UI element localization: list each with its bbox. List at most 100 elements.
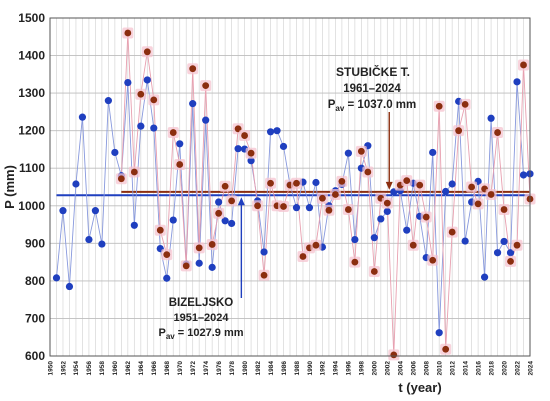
- stubicke-point: [241, 132, 248, 139]
- bizeljsko-point: [169, 216, 177, 224]
- stubicke-point: [195, 244, 203, 252]
- stubicke-point: [435, 102, 443, 110]
- x-tick-label: 1982: [255, 361, 262, 376]
- stubicke-point: [332, 191, 339, 198]
- bizeljsko-point: [52, 274, 61, 282]
- x-tick-label: 1998: [359, 361, 366, 376]
- stubicke-point: [390, 351, 398, 359]
- x-tick-label: 1990: [307, 361, 314, 376]
- x-tick-label: 1956: [86, 361, 93, 376]
- stubicke-point: [383, 199, 391, 207]
- stubicke-mean-label: Pav = 1037.0 mm: [328, 99, 417, 113]
- bizeljsko-point: [429, 148, 437, 157]
- x-tick-label: 1980: [242, 361, 249, 376]
- stubicke-point: [221, 182, 229, 190]
- stubicke-point: [312, 241, 320, 249]
- bizeljsko-point: [189, 100, 197, 108]
- x-tick-label: 1954: [73, 361, 80, 376]
- bizeljsko-point: [506, 249, 515, 257]
- stubicke-point: [487, 191, 495, 198]
- bizeljsko-point: [137, 122, 145, 130]
- x-tick-label: 2008: [424, 361, 431, 376]
- x-tick-label: 1960: [112, 361, 119, 376]
- x-tick-label: 1986: [281, 361, 288, 376]
- bizeljsko-point: [500, 237, 508, 246]
- y-tick-label: 1100: [19, 161, 45, 175]
- stubicke-point: [117, 175, 125, 183]
- stubicke-point: [163, 251, 171, 258]
- bizeljsko-point: [377, 215, 385, 223]
- y-tick-label: 1200: [18, 124, 45, 138]
- stubicke-arrowhead: [385, 181, 393, 190]
- x-tick-label: 1970: [177, 361, 184, 376]
- stubicke-point: [208, 241, 216, 248]
- bizeljsko-point: [124, 78, 132, 87]
- stubicke-point: [468, 183, 476, 191]
- bizeljsko-point: [448, 180, 456, 188]
- x-tick-label: 1976: [216, 361, 223, 376]
- bizeljsko-point: [202, 116, 210, 124]
- bizeljsko-point: [273, 127, 281, 135]
- x-tick-label: 1974: [203, 361, 210, 376]
- stubicke-point: [325, 206, 333, 214]
- bizeljsko-point: [98, 240, 106, 248]
- annotations: STUBIČKE T. 1961–2024 Pav = 1037.0 mm BI…: [158, 64, 416, 341]
- stubicke-point: [280, 203, 287, 210]
- x-tick-label: 1988: [294, 361, 301, 376]
- x-tick-label: 1972: [190, 361, 197, 376]
- stubicke-point: [507, 257, 514, 265]
- x-tick-label: 2014: [462, 361, 469, 376]
- stubicke-point: [370, 268, 378, 275]
- bizeljsko-point: [234, 145, 242, 153]
- x-tick-label: 2010: [436, 361, 443, 376]
- stubicke-point: [461, 100, 469, 108]
- stubicke-point: [137, 90, 145, 98]
- x-tick-label: 1968: [164, 361, 171, 376]
- bizeljsko-point: [215, 198, 223, 206]
- stubicke-point: [143, 48, 151, 56]
- bizeljsko-point: [292, 204, 301, 212]
- stubicke-point: [357, 147, 365, 155]
- stubicke-station-label: STUBIČKE T.: [336, 64, 410, 79]
- bizeljsko-point: [150, 124, 158, 132]
- stubicke-point: [500, 206, 508, 213]
- x-tick-label: 2020: [501, 361, 508, 376]
- bizeljsko-point: [104, 97, 112, 105]
- x-tick-label: 1966: [151, 361, 158, 376]
- y-tick-label: 600: [25, 349, 45, 363]
- y-tick-labels: 600 700 800 900 1000 1100 1200 1300 1400 1500: [18, 11, 45, 363]
- data-points: [52, 27, 536, 361]
- stubicke-point: [455, 127, 463, 135]
- stubicke-point: [513, 241, 521, 249]
- stubicke-point: [364, 168, 372, 176]
- stubicke-point: [260, 271, 268, 279]
- bizeljsko-point: [351, 235, 359, 244]
- y-tick-label: 800: [25, 274, 45, 288]
- bizeljsko-point: [279, 142, 288, 151]
- x-tick-label: 2016: [475, 361, 482, 376]
- y-tick-label: 1500: [18, 11, 45, 25]
- x-tick-label: 1950: [47, 361, 54, 376]
- bizeljsko-point: [72, 180, 80, 188]
- stubicke-point: [267, 179, 274, 187]
- stubicke-point: [344, 206, 352, 213]
- bizeljsko-station-label: BIZELJSKO: [169, 297, 234, 309]
- x-tick-label: 2012: [449, 361, 456, 376]
- bizeljsko-point: [513, 78, 521, 86]
- stubicke-point: [448, 228, 456, 236]
- bizeljsko-point: [487, 114, 495, 122]
- stubicke-point: [169, 129, 177, 136]
- stubicke-point: [202, 82, 210, 89]
- stubicke-point: [247, 149, 255, 157]
- bizeljsko-point: [195, 259, 203, 267]
- stubicke-point: [351, 258, 359, 266]
- x-tick-label: 2024: [527, 361, 534, 376]
- y-tick-label: 1400: [18, 49, 45, 63]
- stubicke-point: [150, 96, 158, 104]
- bizeljsko-point: [59, 207, 67, 215]
- stubicke-point: [293, 179, 300, 187]
- stubicke-point: [442, 345, 450, 353]
- stubicke-point: [319, 194, 326, 202]
- bizeljsko-point: [228, 219, 236, 228]
- bizeljsko-point: [370, 234, 378, 242]
